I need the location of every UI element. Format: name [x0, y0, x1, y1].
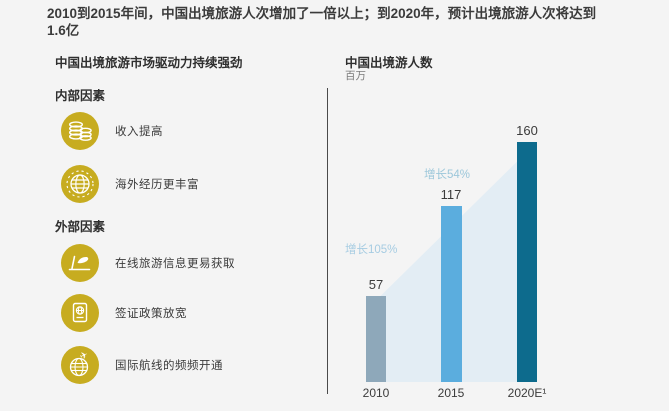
laptop-hand-icon	[60, 243, 100, 283]
section-divider	[327, 88, 328, 394]
drivers-heading: 中国出境旅游市场驱动力持续强劲	[55, 56, 243, 70]
growth-annotation-2015-2020: 增长54%	[424, 169, 471, 181]
driver-item-online-info: 在线旅游信息更易获取	[60, 243, 235, 283]
bar-2015	[441, 206, 462, 382]
driver-label: 收入提高	[115, 126, 163, 138]
chart-title: 中国出境游人数	[345, 56, 433, 70]
passport-icon	[60, 293, 100, 333]
driver-label: 签证政策放宽	[115, 308, 187, 320]
bar-2020	[517, 142, 537, 382]
page-title-line2: 1.6亿	[47, 23, 80, 38]
bar-value-2015: 117	[440, 187, 462, 202]
external-factors-heading: 外部因素	[55, 220, 106, 234]
driver-item-international-routes: ✈ 国际航线的频频开通	[60, 345, 223, 385]
bar-chart: 57 117 160 增长105% 增长54% 2010 2015 2020E¹	[345, 120, 585, 400]
axis-label-2020: 2020E¹	[507, 386, 547, 400]
coins-icon	[60, 111, 100, 151]
axis-label-2010: 2010	[362, 386, 390, 400]
axis-label-2015: 2015	[437, 386, 465, 400]
bar-2010	[366, 296, 386, 382]
bar-value-2010: 57	[368, 277, 384, 292]
driver-label: 国际航线的频频开通	[115, 360, 223, 372]
page-title: 2010到2015年间，中国出境旅游人次增加了一倍以上；到2020年，预计出境旅…	[47, 5, 643, 39]
driver-item-overseas-experience: 海外经历更丰富	[60, 164, 199, 204]
chart-unit-label: 百万	[345, 70, 366, 82]
internal-factors-heading: 内部因素	[55, 89, 106, 103]
driver-item-visa-policy: 签证政策放宽	[60, 293, 187, 333]
growth-annotation-2010-2015: 增长105%	[345, 244, 398, 256]
bar-value-2020: 160	[516, 123, 538, 138]
page-title-line1: 2010到2015年间，中国出境旅游人次增加了一倍以上；到2020年，预计出境旅…	[47, 6, 597, 21]
svg-text:✈: ✈	[78, 349, 90, 362]
globe-airplane-icon: ✈	[60, 345, 100, 385]
globe-icon	[60, 164, 100, 204]
driver-label: 在线旅游信息更易获取	[115, 258, 235, 270]
driver-item-income: 收入提高	[60, 111, 163, 151]
driver-label: 海外经历更丰富	[115, 179, 199, 191]
